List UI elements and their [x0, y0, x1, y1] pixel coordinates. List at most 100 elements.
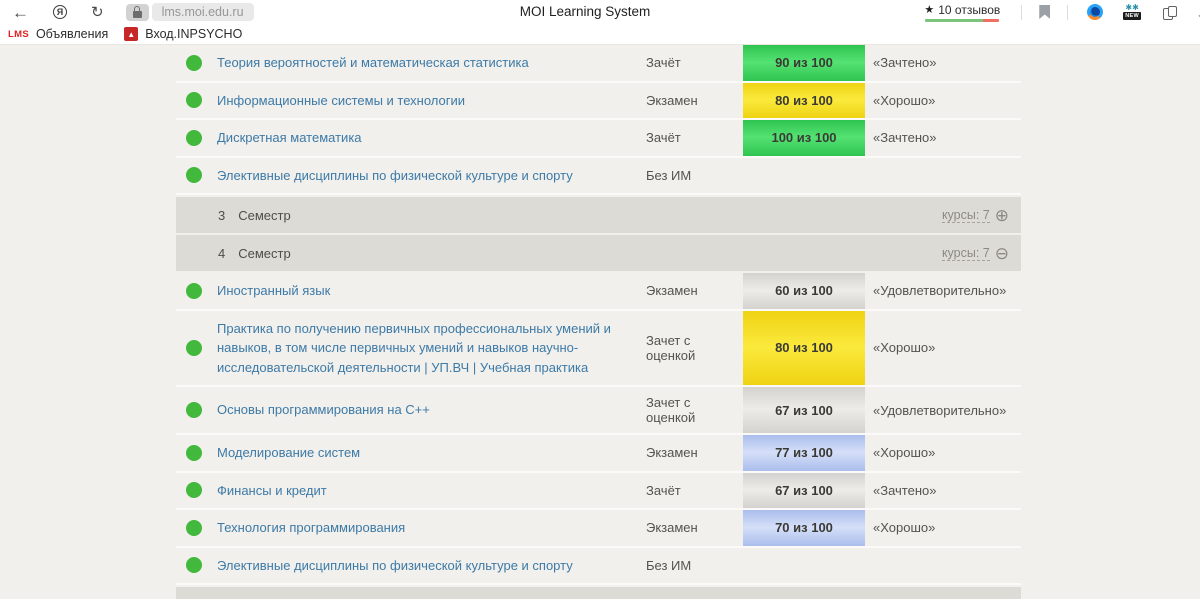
course-link[interactable]: Технология программирования — [217, 520, 406, 535]
status-dot-icon — [186, 482, 202, 499]
table-row: Практика по получению первичных професси… — [176, 310, 1021, 387]
status-dot-icon — [186, 92, 202, 109]
toolbar-divider — [1021, 4, 1023, 20]
exam-type-label: Экзамен — [646, 92, 698, 108]
grade-label: «Хорошо» — [873, 340, 936, 356]
side-panels-icon[interactable] — [1163, 5, 1177, 20]
course-link[interactable]: Дискретная математика — [217, 130, 362, 145]
grade-label: «Хорошо» — [873, 92, 936, 108]
exam-type-label: Экзамен — [646, 283, 698, 299]
grade-label: «Удовлетворительно» — [873, 283, 1007, 299]
page-title: MOI Learning System — [519, 4, 651, 19]
course-link[interactable]: Моделирование систем — [217, 445, 361, 460]
page-content: Теория вероятностей и математическая ста… — [0, 45, 1200, 599]
course-link[interactable]: Иностранный язык — [217, 283, 331, 298]
expand-toggle-icon[interactable]: ⊖ — [994, 243, 1009, 263]
table-row: Информационные системы и технологии Экза… — [176, 82, 1021, 120]
bookmark-inpsycho-login[interactable]: ▲ Вход.INPSYCHO — [124, 27, 242, 41]
semester-row-actions: курсы: 8 ⊕ — [942, 597, 1021, 600]
bookmark-icon[interactable] — [1039, 5, 1051, 19]
semester-header-row[interactable]: 4 Семестр курсы: 7 ⊖ — [176, 235, 1021, 271]
course-link[interactable]: Теория вероятностей и математическая ста… — [217, 55, 529, 70]
score-badge: 77 из 100 — [743, 435, 865, 471]
reviews-count-label: 10 отзывов — [938, 2, 1001, 17]
status-dot-icon — [186, 402, 202, 418]
course-link[interactable]: Основы программирования на C++ — [217, 402, 430, 418]
course-link[interactable]: Практика по получению первичных професси… — [217, 320, 611, 375]
table-row: Иностранный язык Экзамен 60 из 100 «Удов… — [176, 273, 1021, 311]
grade-label: «Зачтено» — [873, 55, 937, 71]
course-link[interactable]: Элективные дисциплины по физической куль… — [217, 167, 573, 183]
address-bar[interactable]: lms.moi.edu.ru — [151, 3, 254, 21]
table-row: Основы программирования на C++ Зачет с о… — [176, 387, 1021, 435]
secure-lock-icon[interactable] — [125, 3, 149, 21]
status-dot-icon — [186, 129, 202, 146]
score-badge — [743, 158, 865, 194]
semester-number: 4 — [218, 245, 226, 261]
bookmark-label: Вход.INPSYCHO — [145, 27, 243, 41]
courses-count-link[interactable]: курсы: 8 — [942, 598, 990, 600]
status-dot-icon — [186, 557, 202, 574]
status-dot-icon — [186, 167, 202, 184]
browser-toolbar: ← Я ↻ lms.moi.edu.ru MOI Learning System… — [0, 0, 1200, 24]
score-badge: 80 из 100 — [743, 82, 865, 118]
table-row: Технология программирования Экзамен 70 и… — [176, 510, 1021, 548]
rating-bar — [925, 18, 1000, 22]
yandex-home-icon[interactable]: Я — [53, 5, 67, 19]
semester-label: Семестр — [238, 245, 291, 261]
extension-new-icon[interactable]: ✱✱ NEW — [1123, 3, 1141, 20]
status-dot-icon — [186, 444, 202, 461]
new-badge: NEW — [1123, 12, 1141, 20]
expand-toggle-icon[interactable]: ⊕ — [994, 205, 1009, 225]
semester-number: 3 — [218, 207, 226, 223]
bookmarks-bar: LMS Объявления ▲ Вход.INPSYCHO — [0, 24, 1200, 45]
grade-label: «Хорошо» — [873, 445, 936, 461]
table-row: Элективные дисциплины по физической куль… — [176, 548, 1021, 585]
score-badge: 60 из 100 — [743, 273, 865, 309]
semester-label: Семестр — [238, 207, 291, 223]
exam-type-label: Зачёт — [646, 130, 681, 146]
semester-header-row[interactable]: 5 Семестр курсы: 8 ⊕ — [176, 587, 1021, 599]
back-button-icon[interactable]: ← — [12, 2, 29, 22]
status-dot-icon — [186, 282, 202, 299]
exam-type-label: Зачёт — [646, 482, 681, 498]
lms-logo-icon: LMS — [8, 28, 29, 40]
expand-toggle-icon[interactable]: ⊕ — [995, 597, 1009, 600]
score-badge: 100 из 100 — [743, 120, 865, 156]
table-row: Элективные дисциплины по физической куль… — [176, 158, 1021, 195]
bookmark-lms-announcements[interactable]: LMS Объявления — [8, 27, 108, 41]
downloads-icon[interactable]: ↓ — [1197, 4, 1200, 20]
score-badge: 70 из 100 — [743, 510, 865, 546]
inpsycho-logo-icon: ▲ — [124, 27, 139, 41]
toolbar-divider — [1067, 4, 1069, 20]
refresh-icon[interactable]: ↻ — [91, 3, 104, 21]
grade-label: «Зачтено» — [873, 130, 937, 146]
status-dot-icon — [186, 339, 202, 356]
exam-type-label: Экзамен — [646, 445, 698, 461]
grade-label: «Зачтено» — [873, 482, 937, 498]
extension-browser-icon[interactable] — [1087, 4, 1104, 20]
course-link[interactable]: Информационные системы и технологии — [217, 92, 465, 108]
score-badge: 80 из 100 — [743, 310, 865, 385]
semester-row-actions: курсы: 7 ⊕ — [941, 205, 1021, 225]
courses-count-link[interactable]: курсы: 7 — [941, 245, 990, 261]
table-row: Моделирование систем Экзамен 77 из 100 «… — [176, 435, 1021, 473]
exam-type-label: Зачет с оценкой — [646, 395, 696, 425]
courses-count-link[interactable]: курсы: 7 — [941, 207, 990, 223]
semester-label: Семестр — [238, 598, 290, 600]
bookmark-label: Объявления — [35, 27, 109, 41]
status-dot-icon — [186, 54, 202, 71]
exam-type-label: Без ИМ — [646, 557, 692, 573]
course-link[interactable]: Финансы и кредит — [217, 482, 327, 498]
table-row: Дискретная математика Зачёт 100 из 100 «… — [176, 120, 1021, 158]
score-badge: 90 из 100 — [743, 45, 865, 81]
score-badge: 67 из 100 — [743, 472, 865, 508]
site-rating-widget[interactable]: ★ 10 отзывов — [924, 3, 1000, 22]
exam-type-label: Зачёт — [646, 55, 681, 71]
table-row: Теория вероятностей и математическая ста… — [176, 45, 1021, 83]
table-row: Финансы и кредит Зачёт 67 из 100 «Зачтен… — [176, 472, 1021, 510]
course-link[interactable]: Элективные дисциплины по физической куль… — [217, 557, 573, 573]
semester-header-row[interactable]: 3 Семестр курсы: 7 ⊕ — [176, 197, 1021, 233]
score-badge — [743, 548, 865, 584]
exam-type-label: Зачет с оценкой — [646, 332, 696, 363]
